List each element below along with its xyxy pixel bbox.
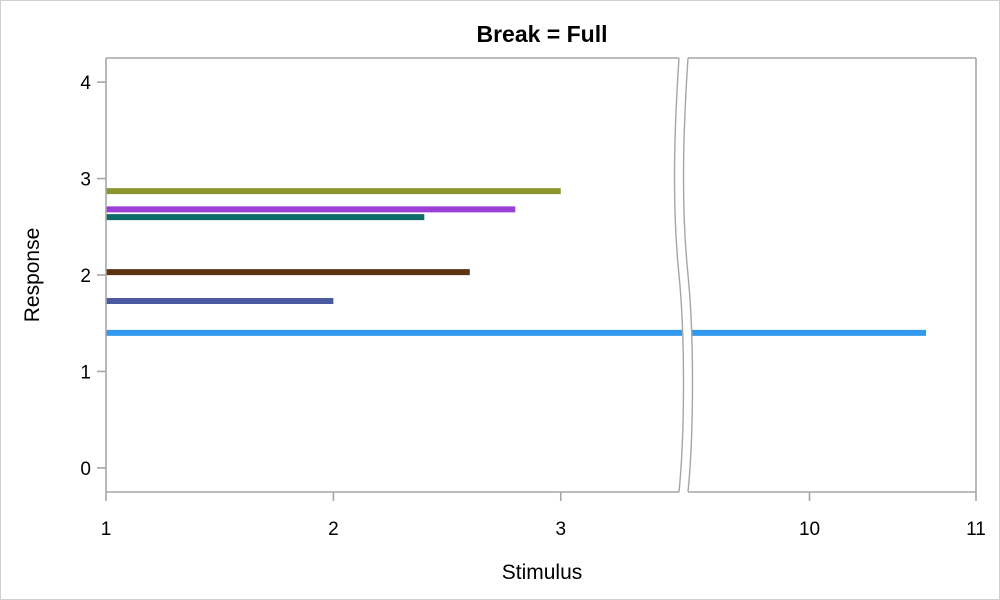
x-tick-label-2: 2: [328, 519, 339, 540]
y-tick-label-4: 4: [80, 73, 91, 94]
axis-break-edge-right: [682, 57, 694, 493]
axes-group: 0 1 2 3 4 1 2 3 10 11: [80, 57, 986, 540]
axis-break-edge-left: [673, 57, 685, 493]
bars-group: [106, 188, 927, 336]
y-axis-label: Response: [21, 228, 44, 323]
x-tick-label-1: 1: [101, 519, 112, 540]
x-tick-label-3: 3: [555, 519, 566, 540]
y-tick-label-3: 3: [80, 170, 91, 191]
y-tick-label-2: 2: [80, 266, 91, 287]
x-axis-label: Stimulus: [502, 561, 583, 584]
y-tick-label-0: 0: [80, 459, 91, 480]
chart-title: Break = Full: [476, 21, 607, 47]
y-tick-label-1: 1: [80, 362, 91, 383]
x-tick-label-11: 11: [966, 519, 986, 540]
axis-break-band: [674, 58, 693, 492]
x-tick-label-10: 10: [799, 519, 820, 540]
